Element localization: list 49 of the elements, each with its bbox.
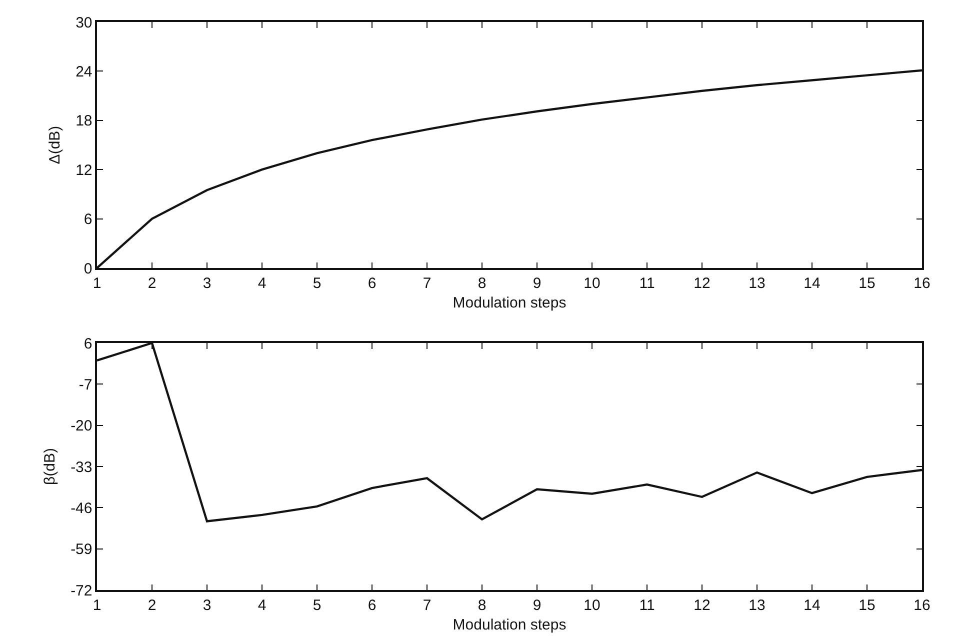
x-tick-label: 5	[312, 274, 322, 292]
y-tick-label: 30	[76, 14, 92, 32]
y-tick-label: 12	[76, 162, 92, 179]
y-tick-label: -20	[70, 418, 92, 435]
x-tick-label: 13	[748, 596, 766, 614]
x-tick-label: 15	[858, 274, 876, 292]
x-tick-label: 7	[422, 274, 432, 292]
x-tick-label: 9	[532, 596, 542, 614]
x-tick-label: 14	[804, 596, 820, 614]
x-tick-label: 12	[694, 274, 710, 292]
y-tick-label: -33	[70, 458, 92, 476]
x-tick-label: 1	[92, 596, 102, 614]
x-tick-label: 2	[148, 596, 156, 614]
x-tick-label: 6	[368, 596, 376, 614]
x-tick-label: 4	[258, 274, 266, 292]
y-tick-label: 18	[76, 112, 92, 130]
x-tick-label: 13	[748, 274, 766, 292]
y-tick-label: 6	[84, 335, 92, 352]
x-axis-title: Modulation steps	[452, 294, 566, 312]
x-tick-label: 3	[202, 596, 212, 614]
x-tick-label: 10	[584, 274, 600, 292]
x-tick-label: 10	[584, 596, 600, 614]
x-axis-title: Modulation steps	[452, 616, 566, 634]
y-tick-label: 0	[84, 260, 92, 278]
y-tick-label: -72	[70, 582, 92, 600]
x-tick-label: 2	[148, 274, 156, 292]
x-tick-label: 12	[694, 596, 710, 614]
x-tick-label: 11	[639, 274, 655, 292]
x-tick-label: 3	[202, 274, 212, 292]
x-tick-label: 8	[478, 596, 486, 614]
x-tick-label: 9	[532, 274, 542, 292]
y-tick-label: 24	[76, 63, 92, 80]
y-axis-title: β(dB)	[41, 448, 58, 485]
x-tick-label: 16	[914, 274, 930, 292]
y-tick-label: -7	[78, 376, 92, 394]
x-tick-label: 6	[368, 274, 376, 292]
y-tick-label: 6	[84, 211, 92, 228]
x-tick-label: 15	[858, 596, 876, 614]
x-tick-label: 8	[478, 274, 486, 292]
x-tick-label: 16	[914, 596, 930, 614]
y-tick-label: -46	[70, 500, 92, 517]
x-tick-label: 11	[639, 596, 655, 614]
y-tick-label: -59	[70, 541, 92, 558]
x-tick-label: 4	[258, 596, 266, 614]
x-tick-label: 7	[422, 596, 432, 614]
x-tick-label: 5	[312, 596, 322, 614]
y-axis-title: Δ(dB)	[46, 126, 64, 164]
x-tick-label: 14	[804, 274, 820, 292]
x-tick-label: 1	[92, 274, 102, 292]
